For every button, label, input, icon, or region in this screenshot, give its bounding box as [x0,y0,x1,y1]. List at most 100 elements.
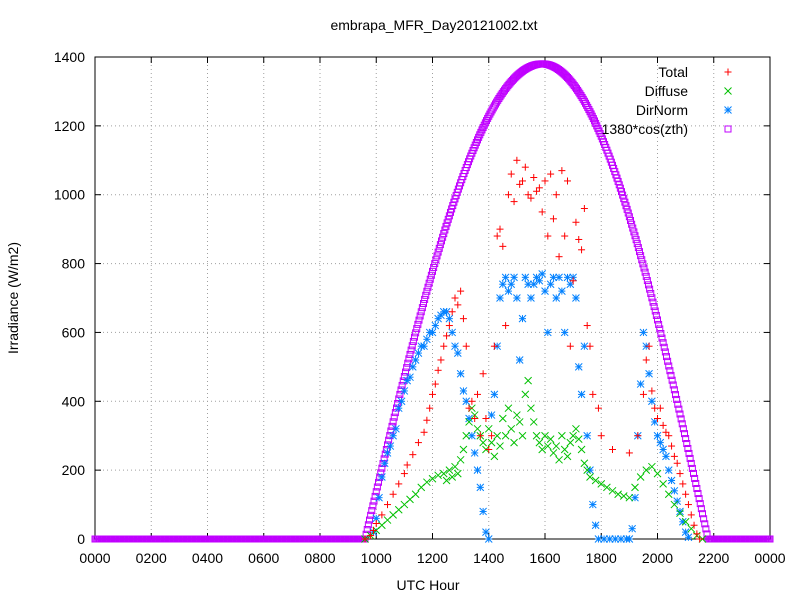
cos-point [634,244,642,252]
x-tick-label: 1200 [417,550,448,566]
total-point [541,177,549,185]
total-point [521,163,529,171]
cos-point [687,459,695,467]
total-point [656,404,664,412]
dirnorm-point [574,363,583,371]
x-tick-label: 0000 [754,550,785,566]
total-point [575,235,583,243]
cos-point [431,260,439,268]
dirnorm-point [496,294,504,302]
diffuse-point [608,486,617,495]
diffuse-point [681,517,690,526]
diffuse-point [524,376,532,385]
dirnorm-point [484,535,493,543]
y-tick-label: 1000 [54,187,85,203]
cos-point [675,405,683,413]
dirnorm-point [476,483,485,492]
dirnorm-point [501,273,510,282]
dirnorm-point [383,449,392,457]
diffuse-point [532,431,541,440]
total-point [414,439,422,447]
dirnorm-point [676,507,684,516]
cos-point [622,202,630,210]
total-point [465,404,473,412]
cos-point [421,295,429,303]
diffuse-point [546,435,555,444]
total-point [490,342,498,350]
legend-marker-diffuse [724,87,732,95]
dirnorm-point [510,273,518,282]
cos-point [441,226,449,234]
diffuse-point [518,431,527,440]
dirnorm-point [386,442,395,450]
cos-point [696,500,704,508]
diffuse-point [479,438,487,447]
diffuse-point [664,490,673,499]
cos-point [430,263,438,271]
x-axis-label: UTC Hour [396,577,459,593]
dirnorm-point [580,342,589,351]
dirnorm-point [653,431,662,440]
diffuse-point [411,490,420,499]
dirnorm-point [406,373,414,382]
cos-point [408,342,416,350]
cos-point [592,119,600,127]
cos-point [407,346,415,354]
cos-point [391,409,399,417]
total-point [642,356,650,364]
cos-point [701,520,709,528]
legend-marker-symbol [724,125,732,133]
legend-marker-dirnorm [724,106,732,114]
diffuse-point [453,469,462,478]
diffuse-point [659,480,667,488]
total-point [468,397,476,405]
dirnorm-point [468,431,476,440]
cos-point [627,216,634,224]
diffuse-point [670,500,679,509]
dirnorm-point [380,459,389,468]
cos-point [681,430,688,438]
cos-point [388,422,396,430]
dirnorm-point [465,414,473,423]
dirnorm-point [459,387,468,395]
total-point [482,415,490,422]
dirnorm-point [591,521,600,530]
total-point [654,415,661,422]
total-point [578,246,586,254]
cos-point [418,304,426,312]
total-point [572,218,580,226]
cos-point [630,228,638,236]
cos-point [483,117,490,125]
diffuse-point [580,459,589,468]
total-point [687,511,695,519]
total-point [448,308,456,316]
total-point [403,461,411,469]
diffuse-point [552,442,561,450]
diffuse-point [560,445,569,454]
dirnorm-point [583,431,592,440]
dirnorm-point [518,314,527,323]
diffuse-point [439,469,448,478]
cos-point [438,237,445,245]
dirnorm-point [543,328,552,337]
cos-point [425,279,433,287]
total-point [648,387,656,395]
cos-point [585,106,593,114]
cos-point [426,275,434,283]
y-tick-label: 1400 [54,49,85,65]
total-point [384,501,391,509]
cos-point [660,343,668,351]
cos-point [390,413,398,421]
cos-point [623,205,631,213]
cos-point [440,230,448,238]
cos-point [414,320,422,328]
total-point [530,174,538,181]
cos-point [631,232,639,240]
cos-point [639,260,647,268]
dirnorm-point [513,294,521,302]
total-point [372,520,380,528]
diffuse-point [549,449,558,457]
cos-point [663,353,670,361]
cos-point [625,213,633,221]
diffuse-point [451,462,459,471]
